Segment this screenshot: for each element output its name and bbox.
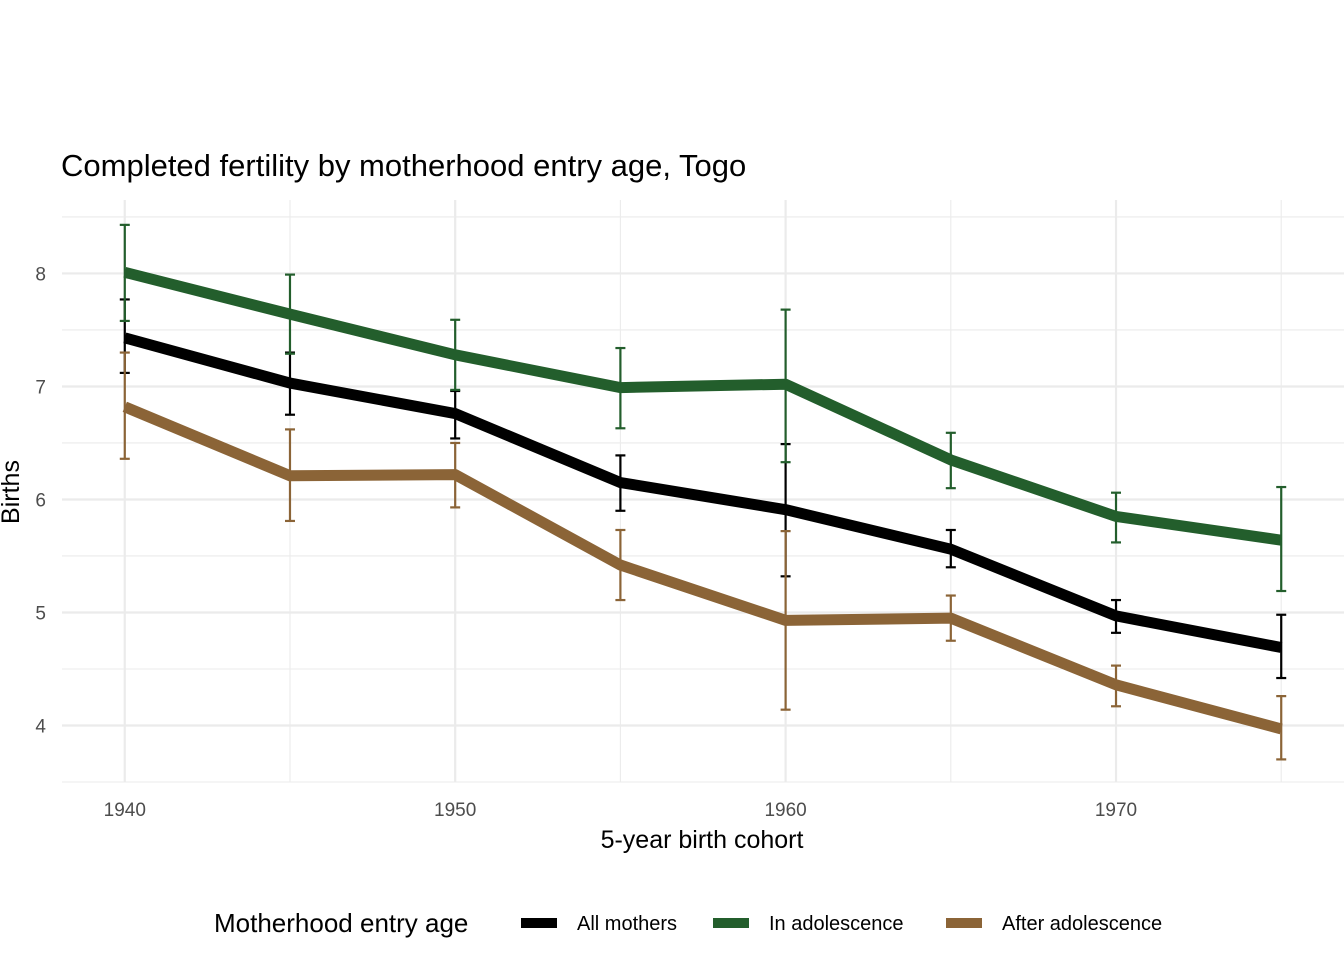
y-tick-label: 5: [35, 603, 46, 624]
legend: Motherhood entry age All mothers In adole…: [214, 908, 1162, 938]
legend-item-all-mothers: All mothers: [521, 913, 677, 935]
legend-item-after-adolescence: After adolescence: [946, 913, 1162, 935]
legend-key-all-mothers: [521, 918, 557, 928]
y-tick-labels: 4 5 6 7 8: [35, 264, 46, 737]
x-tick-label: 1970: [1095, 800, 1137, 821]
legend-key-after-adolescence: [946, 918, 982, 928]
x-tick-label: 1960: [764, 800, 806, 821]
legend-title: Motherhood entry age: [214, 908, 468, 938]
legend-label: All mothers: [577, 913, 677, 935]
y-tick-label: 6: [35, 490, 46, 511]
legend-label: After adolescence: [1002, 913, 1162, 935]
error-bar-after-adolescence: [119, 351, 130, 460]
series-lines: [122, 266, 1283, 735]
x-tick-labels: 1940 1950 1960 1970: [104, 800, 1138, 821]
y-tick-label: 8: [35, 264, 46, 285]
series-line-in-adolescence: [123, 266, 1283, 546]
x-axis-label: 5-year birth cohort: [601, 826, 804, 854]
y-tick-label: 4: [35, 716, 46, 737]
y-axis-label: Births: [0, 460, 25, 524]
y-tick-label: 7: [35, 377, 46, 398]
x-tick-label: 1940: [104, 800, 146, 821]
chart-title: Completed fertility by motherhood entry …: [61, 148, 746, 183]
legend-key-in-adolescence: [713, 918, 749, 928]
series-line-after-adolescence: [122, 401, 1283, 735]
x-tick-label: 1950: [434, 800, 476, 821]
legend-label: In adolescence: [769, 913, 904, 935]
series-line-all-mothers: [123, 332, 1283, 653]
error-bars: [119, 223, 1287, 761]
legend-item-in-adolescence: In adolescence: [713, 913, 904, 935]
